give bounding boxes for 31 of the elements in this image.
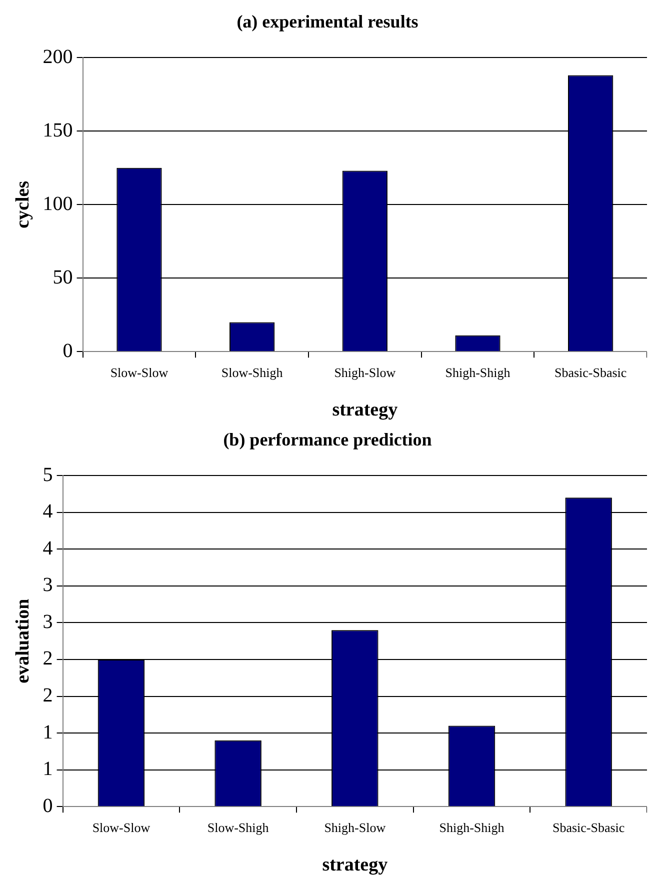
y-axis-title: cycles <box>12 180 34 228</box>
chart-title: (b) performance prediction <box>223 429 432 450</box>
y-tick-label: 3 <box>42 610 53 633</box>
y-tick-label: 1 <box>42 721 53 744</box>
y-tick-label: 2 <box>42 648 53 670</box>
x-tick-label: Shigh-Shigh <box>439 820 505 835</box>
x-tick-label: Shigh-Shigh <box>445 364 511 380</box>
x-tick-label: Slow-Shigh <box>221 364 284 380</box>
y-tick-label: 0 <box>62 340 73 362</box>
x-tick-label: Slow-Slow <box>110 364 169 380</box>
chart-title: (a) experimental results <box>236 11 418 32</box>
x-tick-label: Shigh-Slow <box>334 364 396 380</box>
x-tick-label: Sbasic-Sbasic <box>554 364 627 380</box>
y-tick-label: 50 <box>52 266 73 288</box>
x-axis-title: strategy <box>332 400 398 421</box>
y-axis-title: evaluation <box>12 598 34 684</box>
y-tick-label: 1 <box>42 758 53 780</box>
y-tick-label: 3 <box>42 574 53 596</box>
y-tick-label: 4 <box>42 537 53 560</box>
y-tick-label: 100 <box>42 192 73 215</box>
y-tick-label: 150 <box>42 119 73 142</box>
x-tick-label: Slow-Shigh <box>207 820 270 835</box>
x-tick-label: Shigh-Slow <box>324 820 386 835</box>
y-tick-label: 0 <box>42 794 53 817</box>
x-tick-label: Sbasic-Sbasic <box>552 820 625 835</box>
x-axis-title: strategy <box>322 854 388 876</box>
y-tick-label: 5 <box>42 464 53 486</box>
y-tick-label: 2 <box>42 684 53 707</box>
y-tick-label: 200 <box>42 46 73 68</box>
y-tick-label: 4 <box>42 500 53 523</box>
x-tick-label: Slow-Slow <box>92 820 151 835</box>
